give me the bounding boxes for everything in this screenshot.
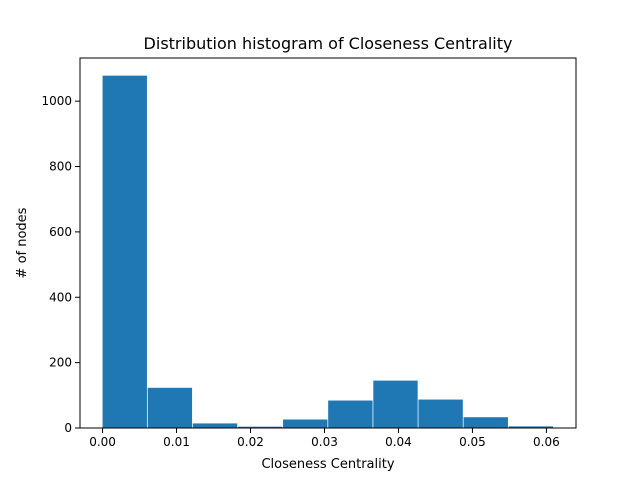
x-tick-label: 0.02 (237, 435, 264, 449)
histogram-bar-1 (102, 75, 147, 429)
x-axis-label: Closeness Centrality (261, 457, 394, 472)
x-tick-label: 0.00 (89, 435, 116, 449)
y-axis-label: # of nodes (15, 207, 30, 278)
bars-group (102, 75, 554, 429)
histogram-bar-9 (463, 417, 508, 428)
x-tick-label: 0.05 (459, 435, 486, 449)
x-tick-label: 0.01 (163, 435, 190, 449)
histogram-bar-7 (373, 380, 418, 428)
histogram-bar-6 (328, 400, 373, 428)
x-tick-label: 0.06 (533, 435, 560, 449)
y-tick-label: 800 (49, 160, 72, 174)
histogram-bar-5 (283, 419, 328, 428)
x-tick-label: 0.03 (311, 435, 338, 449)
x-axis-ticks: 0.00 0.01 0.02 0.03 0.04 0.05 0.06 (89, 428, 560, 449)
histogram-bar-4 (237, 426, 283, 428)
histogram-bar-3 (192, 423, 238, 428)
histogram-bar-8 (418, 399, 463, 428)
y-tick-label: 1000 (41, 94, 72, 108)
histogram-bar-2 (147, 387, 193, 428)
y-tick-label: 600 (49, 225, 72, 239)
y-tick-label: 0 (64, 421, 72, 435)
histogram-bar-10 (508, 426, 554, 428)
y-tick-label: 400 (49, 290, 72, 304)
plot-frame (79, 57, 577, 429)
y-axis-ticks: 0 200 400 600 800 1000 (41, 94, 80, 435)
chart-title: Distribution histogram of Closeness Cent… (144, 34, 513, 53)
x-tick-label: 0.04 (385, 435, 412, 449)
y-tick-label: 200 (49, 356, 72, 370)
